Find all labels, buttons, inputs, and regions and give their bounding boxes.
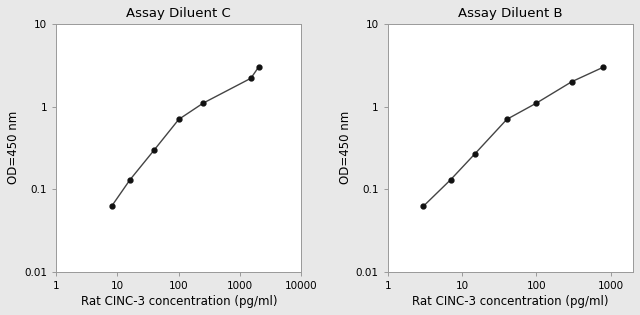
Title: Assay Diluent B: Assay Diluent B: [458, 7, 563, 20]
X-axis label: Rat CINC-3 concentration (pg/ml): Rat CINC-3 concentration (pg/ml): [412, 295, 609, 308]
Y-axis label: OD=450 nm: OD=450 nm: [7, 111, 20, 185]
X-axis label: Rat CINC-3 concentration (pg/ml): Rat CINC-3 concentration (pg/ml): [81, 295, 277, 308]
Title: Assay Diluent C: Assay Diluent C: [127, 7, 231, 20]
Y-axis label: OD=450 nm: OD=450 nm: [339, 111, 351, 185]
